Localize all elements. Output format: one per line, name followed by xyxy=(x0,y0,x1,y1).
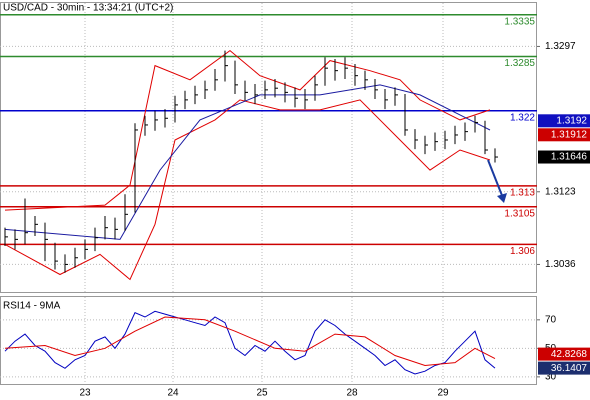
x-tick-label: 23 xyxy=(79,388,91,399)
level-label: 1.3105 xyxy=(504,208,535,219)
x-tick-label: 25 xyxy=(256,388,268,399)
price-tag-label: 1.31646 xyxy=(551,152,588,163)
price-tag-label: 1.3192 xyxy=(556,115,587,126)
chart-title: USD/CAD - 30min - 13:34:21 (UTC+2) xyxy=(3,3,173,14)
price-tag xyxy=(538,361,590,375)
rsi-title: RSI14 - 9MA xyxy=(3,301,61,312)
arrow xyxy=(487,159,504,199)
series-line xyxy=(4,49,491,211)
level-label: 1.306 xyxy=(510,246,535,257)
level-label: 1.313 xyxy=(510,188,535,199)
price-tag-label: 42.8268 xyxy=(551,349,588,360)
price-tag xyxy=(538,128,590,142)
price-tag-label: 1.31912 xyxy=(551,129,588,140)
series-line xyxy=(4,316,496,367)
series-line xyxy=(4,84,491,240)
y-tick-label: 1.3297 xyxy=(545,41,576,52)
level-label: 1.322 xyxy=(510,112,535,123)
level-label: 1.3285 xyxy=(504,58,535,69)
arrow-head xyxy=(497,193,507,203)
y-tick-label: 1.3036 xyxy=(545,259,576,270)
y-tick-label: 70 xyxy=(545,314,557,325)
x-tick-label: 24 xyxy=(167,388,179,399)
price-panel xyxy=(0,2,537,293)
price-tag xyxy=(538,347,590,361)
y-tick-label: 1.3123 xyxy=(545,186,576,197)
x-tick-label: 28 xyxy=(346,388,358,399)
rsi-panel xyxy=(0,296,537,385)
level-label: 1.3335 xyxy=(504,16,535,27)
plot-layer: 1.3036 1.3123 1.3297 1.3335 1.3285 1.322 1.313… xyxy=(0,3,590,399)
series-line xyxy=(4,99,491,281)
price-tag xyxy=(538,114,590,128)
y-tick-label: 30 xyxy=(545,372,557,383)
price-tag xyxy=(538,150,590,164)
price-tag-label: 36.1407 xyxy=(551,363,588,374)
x-tick-label: 29 xyxy=(437,388,449,399)
